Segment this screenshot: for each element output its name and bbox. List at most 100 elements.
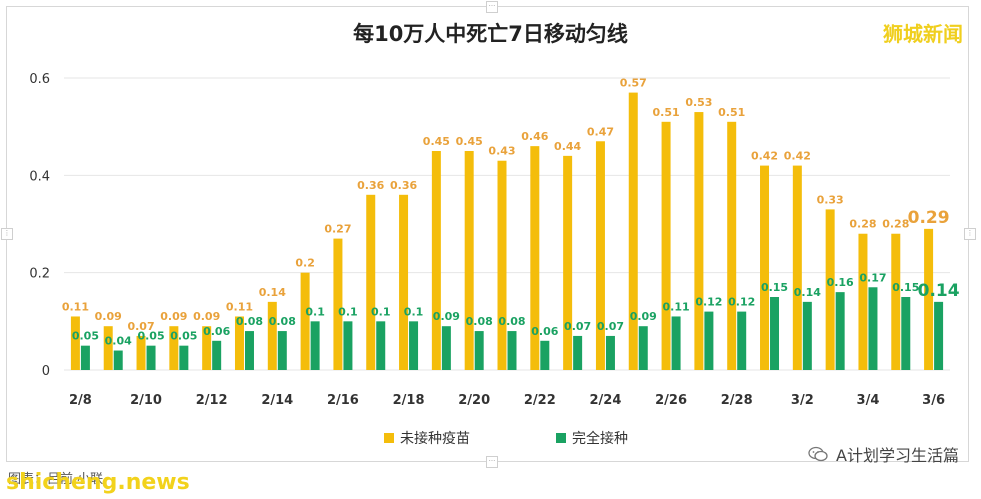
data-label-unvaccinated: 0.09 [160,310,187,323]
source-credit: 图表：吕前·小联 [8,472,104,487]
data-label-unvaccinated: 0.46 [521,130,548,143]
data-label-unvaccinated: 0.2 [295,257,315,270]
wechat-account-name: A计划学习生活篇 [836,446,959,465]
chart-frame [6,6,969,462]
data-label-vaccinated: 0.1 [404,305,424,318]
bar-vaccinated [638,326,648,370]
resize-handle-top[interactable]: ··· [486,1,498,13]
bar-vaccinated [737,311,747,370]
bar-unvaccinated [399,194,409,370]
bar-vaccinated [310,321,320,370]
x-tick-label: 2/26 [655,393,687,408]
bar-vaccinated [376,321,386,370]
bar-vaccinated [212,340,222,370]
data-label-unvaccinated: 0.11 [62,300,89,313]
data-label-vaccinated: 0.06 [531,325,558,338]
bar-unvaccinated [234,316,244,370]
data-label-vaccinated: 0.05 [72,330,99,343]
data-label-vaccinated: 0.16 [827,276,854,289]
bar-vaccinated [113,350,123,370]
chart-title: 每10万人中死亡7日移动匀线 [353,22,628,46]
y-tick-label: 0.6 [29,72,50,87]
data-label-unvaccinated: 0.09 [95,310,122,323]
bar-unvaccinated [464,151,474,370]
brand-watermark: 狮城新闻 [883,22,963,46]
data-label-vaccinated: 0.05 [170,330,197,343]
bar-vaccinated [507,331,517,370]
bar-unvaccinated [924,228,934,370]
data-label-unvaccinated: 0.44 [554,140,581,153]
bar-vaccinated [671,316,681,370]
bar-unvaccinated [891,233,901,370]
bar-vaccinated [704,311,714,370]
bar-unvaccinated [628,92,638,370]
data-label-unvaccinated: 0.45 [456,135,483,148]
data-label-unvaccinated: 0.28 [882,218,909,231]
x-tick-label: 2/24 [589,393,621,408]
x-tick-label: 3/4 [857,393,880,408]
bar-unvaccinated [792,165,802,370]
x-tick-label: 2/8 [69,393,92,408]
site-watermark: shicheng.news [6,470,190,495]
bar-vaccinated [441,326,451,370]
bar-unvaccinated [694,112,704,371]
x-tick-label: 2/10 [130,393,162,408]
data-label-vaccinated: 0.09 [433,310,460,323]
bar-vaccinated [277,331,287,370]
data-label-vaccinated: 0.17 [859,271,886,284]
data-label-vaccinated: 0.1 [338,305,358,318]
bar-vaccinated [934,301,944,370]
data-label-vaccinated: 0.08 [236,315,263,328]
resize-handle-left[interactable]: ⋮ [1,228,13,240]
bar-unvaccinated [858,233,868,370]
bar-vaccinated [343,321,353,370]
bar-vaccinated [901,297,911,370]
data-label-vaccinated: 0.08 [269,315,296,328]
data-label-unvaccinated: 0.42 [784,150,811,163]
data-label-vaccinated: 0.11 [663,300,690,313]
data-label-vaccinated: 0.15 [761,281,788,294]
data-label-vaccinated: 0.06 [203,325,230,338]
bar-unvaccinated [366,194,376,370]
bar-vaccinated [409,321,419,370]
bar-vaccinated [802,301,812,370]
bar-vaccinated [835,292,845,370]
x-tick-label: 2/22 [524,393,556,408]
data-label-vaccinated: 0.1 [305,305,325,318]
data-label-vaccinated: 0.04 [105,335,132,348]
bar-vaccinated [770,297,780,370]
bar-vaccinated [474,331,484,370]
data-label-vaccinated: 0.05 [137,330,164,343]
data-label-vaccinated: 0.1 [371,305,391,318]
bar-unvaccinated [202,326,212,370]
data-label-vaccinated: 0.12 [695,296,722,309]
legend-label-unvaccinated: 未接种疫苗 [400,431,470,447]
bar-vaccinated [179,345,189,370]
data-label-unvaccinated: 0.11 [226,300,253,313]
bar-vaccinated [80,345,90,370]
y-tick-label: 0 [42,364,50,379]
data-label-unvaccinated: 0.27 [324,223,351,236]
x-tick-label: 3/2 [791,393,814,408]
resize-handle-right[interactable]: ⋮ [964,228,976,240]
data-label-unvaccinated: 0.45 [423,135,450,148]
data-label-vaccinated: 0.12 [728,296,755,309]
y-tick-label: 0.2 [29,267,50,282]
legend-unvaccinated: 未接种疫苗 [384,428,470,448]
bar-unvaccinated [333,238,343,370]
bar-unvaccinated [431,151,441,370]
data-label-unvaccinated: 0.47 [587,125,614,138]
bar-unvaccinated [267,301,277,370]
data-label-unvaccinated: 0.36 [390,179,417,192]
bar-unvaccinated [563,155,573,370]
bar-unvaccinated [530,146,540,370]
data-label-vaccinated: 0.09 [630,310,657,323]
legend-swatch-vaccinated [556,433,566,443]
resize-handle-bottom[interactable]: ··· [486,456,498,468]
wechat-icon [808,446,828,462]
legend-swatch-unvaccinated [384,433,394,443]
x-tick-label: 2/14 [261,393,293,408]
data-label-unvaccinated: 0.07 [127,320,154,333]
bar-unvaccinated [136,335,146,370]
bar-unvaccinated [300,272,310,370]
